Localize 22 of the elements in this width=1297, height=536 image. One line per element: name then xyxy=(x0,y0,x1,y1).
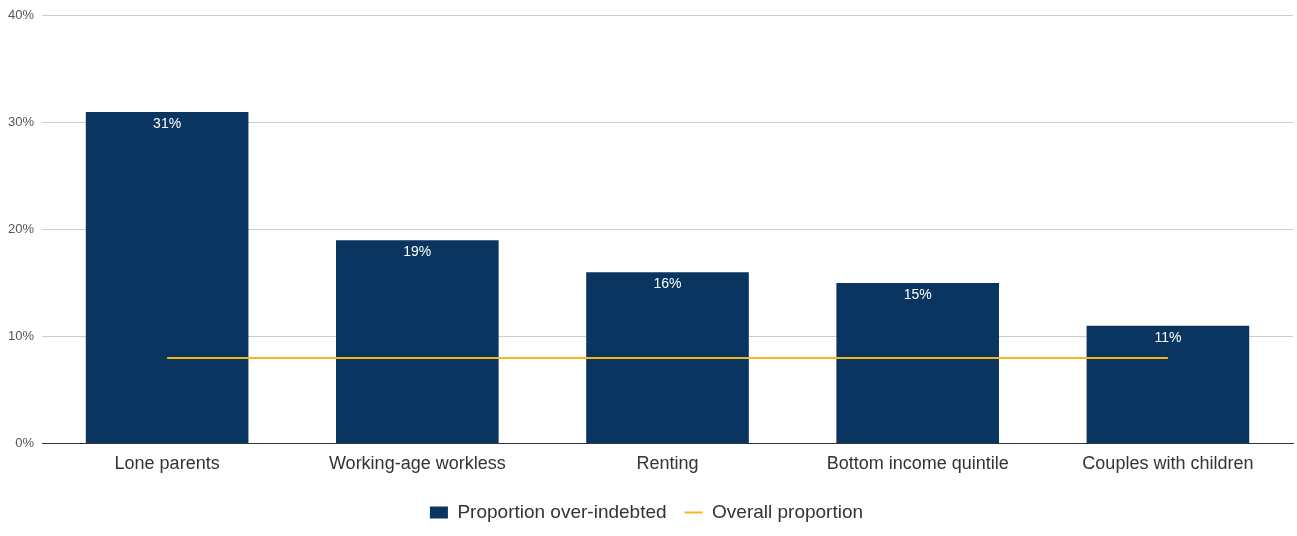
x-tick-label: Lone parents xyxy=(114,453,220,474)
y-tick-label: 10% xyxy=(7,328,35,344)
bar xyxy=(85,112,249,443)
bar xyxy=(836,283,1000,443)
y-tick-label: 20% xyxy=(7,221,35,237)
data-label: 31% xyxy=(153,114,182,131)
data-label: 19% xyxy=(403,243,432,260)
bar xyxy=(336,240,499,443)
x-tick-label: Couples with children xyxy=(1082,453,1254,474)
data-label: 11% xyxy=(1154,328,1182,345)
y-tick-label: 0% xyxy=(15,434,35,450)
x-tick-label: Bottom income quintile xyxy=(826,453,1009,474)
legend-label: Overall proportion xyxy=(712,500,864,522)
data-label: 16% xyxy=(653,275,682,292)
legend-label: Proportion over-indebted xyxy=(457,500,667,522)
bar xyxy=(586,272,749,443)
x-tick-label: Renting xyxy=(636,453,699,474)
y-tick-label: 40% xyxy=(7,7,35,23)
y-tick-label: 30% xyxy=(7,114,35,130)
data-label: 15% xyxy=(903,285,932,302)
bar xyxy=(1086,325,1250,443)
x-tick-label: Working-age workless xyxy=(328,453,506,474)
